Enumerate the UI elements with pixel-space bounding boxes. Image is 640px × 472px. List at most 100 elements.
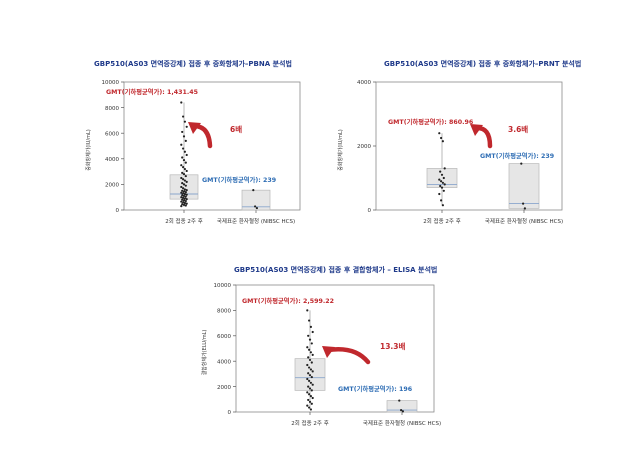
data-point	[443, 167, 446, 170]
data-point	[183, 167, 186, 171]
data-point	[184, 190, 187, 194]
data-point	[441, 204, 444, 207]
data-point	[182, 166, 185, 169]
data-point	[180, 176, 183, 180]
data-point	[311, 330, 314, 334]
data-point	[181, 130, 184, 134]
y-tick-label: 10000	[214, 283, 232, 289]
data-point	[309, 408, 312, 411]
gmt-label: GMT(기하평균역가): 860.96	[388, 117, 474, 126]
gmt-label: GMT(기하평균역가): 239	[202, 175, 276, 184]
chart-pbna: 0 2000 4000 6000 8000 10000 중화항체가(IU/mL) 2회 접종 …	[85, 80, 301, 225]
x-tick-label: 국제표준 환자혈청 (NIBSC HCS)	[485, 217, 563, 225]
data-point	[180, 196, 183, 199]
data-point	[182, 115, 185, 118]
data-point	[183, 120, 186, 123]
data-point	[308, 358, 312, 362]
y-tick-label: 0	[116, 208, 120, 214]
data-point	[309, 368, 312, 371]
chart-panel-pbna: GBP510(AS03 면역증강제) 접종 후 중화항체가–PBNA 분석법 0…	[80, 52, 310, 242]
data-point	[310, 402, 313, 405]
fold-arrow-body	[325, 347, 371, 365]
data-point	[181, 156, 184, 159]
data-point	[311, 396, 314, 400]
data-point	[308, 348, 311, 351]
data-point	[180, 101, 183, 104]
gmt-label: GMT(기하평균역가): 2,599.22	[242, 296, 334, 305]
chart-panel-prnt: GBP510(AS03 면역증강제) 접종 후 중화항체가–PRNT 분석법 0…	[332, 52, 581, 242]
data-point	[182, 194, 186, 198]
x-tick-label: 2회 접종 2주 후	[423, 217, 461, 225]
data-point	[438, 192, 441, 196]
data-point	[438, 132, 441, 135]
data-point	[310, 361, 313, 364]
data-point	[522, 202, 525, 205]
data-point	[180, 200, 183, 203]
data-point	[185, 180, 188, 183]
y-tick-label: 4000	[217, 359, 231, 365]
data-point	[307, 385, 310, 388]
data-point	[441, 140, 444, 143]
data-point	[308, 366, 311, 369]
data-point	[308, 379, 311, 382]
x-tick-label: 국제표준 환자혈청 (NIBSC HCS)	[363, 419, 441, 427]
data-point	[255, 206, 258, 210]
data-point	[252, 189, 255, 192]
data-point	[180, 143, 183, 146]
data-point	[184, 174, 187, 178]
data-point	[180, 191, 183, 194]
data-point	[440, 173, 444, 176]
fold-arrow-head	[322, 346, 335, 358]
data-point	[401, 410, 404, 413]
data-point	[308, 400, 312, 403]
y-tick-label: 0	[228, 410, 232, 416]
y-axis-label: 결합항체가(ELU/mL)	[201, 330, 208, 376]
box-iqr	[241, 189, 271, 211]
y-tick-label: 2000	[217, 385, 231, 391]
data-point	[439, 170, 442, 173]
data-point	[184, 204, 187, 207]
data-point	[400, 408, 403, 412]
y-tick-label: 6000	[217, 334, 231, 340]
data-point	[181, 189, 184, 192]
data-point	[183, 150, 186, 153]
y-tick-label: 6000	[105, 131, 119, 137]
data-point	[310, 342, 313, 345]
data-point	[181, 194, 184, 197]
data-point	[308, 374, 312, 377]
plot-frame	[235, 284, 435, 413]
data-point	[309, 351, 312, 354]
gmt-label: GMT(기하평균역가): 1,431.45	[106, 87, 198, 96]
data-point	[182, 183, 186, 186]
data-point	[309, 381, 312, 384]
data-point	[308, 393, 311, 396]
x-tick-label: 국제표준 환자혈청 (NIBSC HCS)	[217, 217, 295, 225]
data-point	[185, 193, 188, 196]
data-point	[182, 147, 185, 150]
data-point	[183, 192, 186, 196]
y-tick-label: 4000	[105, 157, 119, 163]
box-iqr	[508, 163, 540, 209]
chart-title: GBP510(AS03 면역증강제) 접종 후 중화항체가–PRNT 분석법	[384, 60, 582, 68]
data-point	[309, 395, 312, 398]
data-point	[182, 173, 186, 176]
data-point	[185, 189, 188, 192]
y-tick-label: 2000	[357, 144, 371, 150]
data-point	[185, 169, 188, 173]
data-point	[183, 201, 186, 205]
y-axis-label: 중화항체가(IU/mL)	[337, 129, 344, 170]
plot-frame	[123, 81, 301, 211]
data-point	[443, 183, 446, 186]
data-point	[440, 136, 443, 140]
data-point	[439, 184, 442, 188]
data-point	[307, 372, 310, 375]
data-point	[308, 387, 312, 390]
data-point	[310, 375, 313, 379]
y-tick-label: 10000	[102, 80, 120, 86]
data-point	[307, 334, 310, 337]
data-point	[182, 201, 185, 204]
data-point	[185, 153, 188, 157]
data-point	[307, 398, 310, 402]
data-point	[181, 171, 184, 174]
data-point	[520, 162, 523, 165]
